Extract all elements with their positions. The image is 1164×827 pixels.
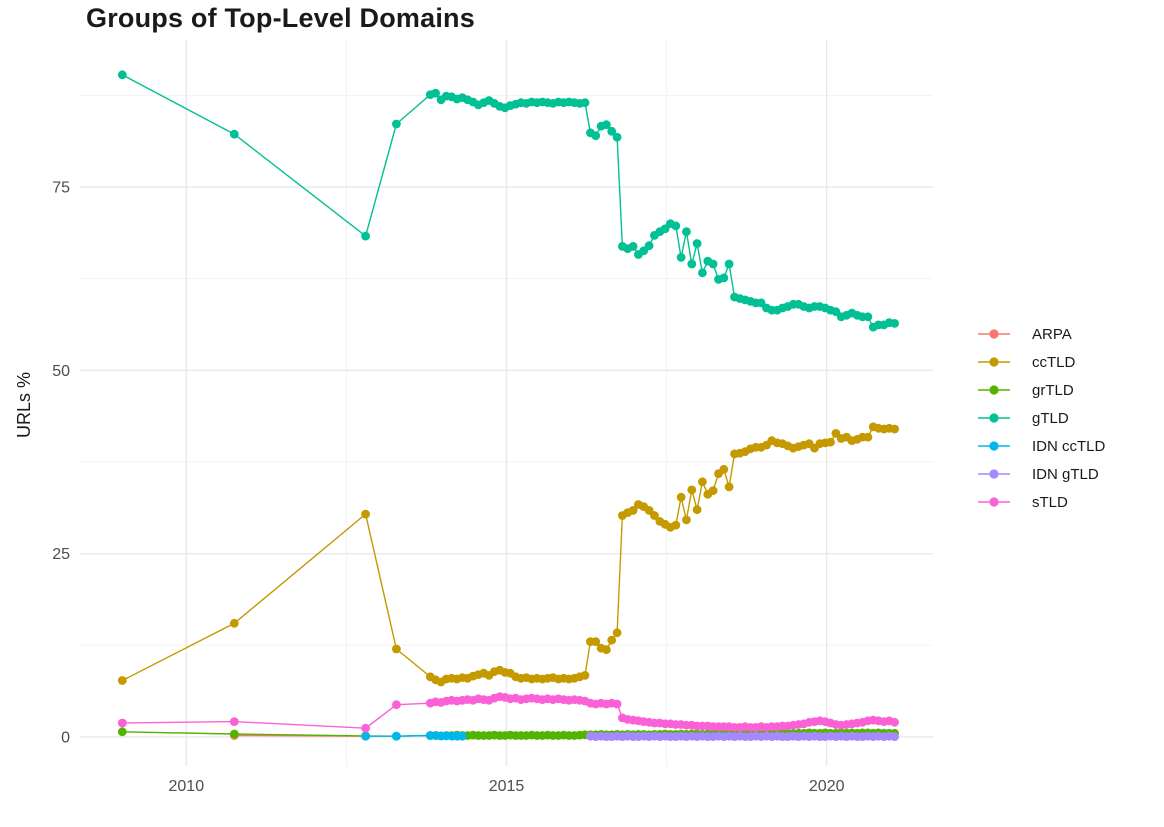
legend-key-icon — [978, 413, 1010, 423]
data-point-cctld — [671, 520, 681, 530]
data-point-stld — [229, 717, 239, 726]
legend-key-icon — [978, 385, 1010, 395]
data-point-cctld — [682, 515, 691, 525]
data-point-cctld — [650, 511, 659, 520]
x-tick-label-2010: 2010 — [169, 778, 205, 795]
data-point-cctld — [361, 509, 370, 519]
y-tick-label-50: 50 — [52, 363, 70, 380]
y-tick-label-0: 0 — [61, 729, 70, 746]
legend-item-arpa: ARPA — [977, 320, 1105, 348]
data-point-gtld — [602, 120, 611, 130]
data-point-cctld — [229, 618, 239, 628]
data-point-gtld — [580, 98, 590, 108]
data-point-gtld — [682, 227, 691, 237]
data-point-gtld — [591, 131, 601, 141]
x-tick-label-2020: 2020 — [809, 778, 845, 795]
data-point-cctld — [607, 635, 617, 645]
series-points-gtld — [117, 70, 899, 332]
legend-key-icon — [978, 357, 1010, 367]
data-point-idn-cctld — [361, 731, 370, 741]
data-point-stld — [392, 700, 401, 710]
data-point-cctld — [676, 492, 686, 502]
data-point-gtld — [431, 88, 440, 98]
legend-key-icon — [978, 329, 1010, 339]
data-point-grtld — [117, 727, 127, 737]
legend-label: IDN ccTLD — [1032, 437, 1106, 455]
y-tick-label-25: 25 — [52, 546, 70, 563]
data-point-stld — [612, 699, 622, 709]
data-point-gtld — [117, 70, 127, 80]
data-point-gtld — [612, 132, 622, 142]
legend-label: gTLD — [1032, 409, 1069, 427]
data-point-gtld — [863, 312, 873, 322]
legend-label: ccTLD — [1032, 353, 1076, 371]
data-point-gtld — [719, 273, 729, 283]
data-point-cctld — [580, 671, 590, 680]
legend-item-gtld: gTLD — [977, 404, 1105, 432]
data-point-cctld — [392, 644, 401, 654]
data-point-gtld — [607, 126, 617, 136]
data-point-cctld — [719, 464, 729, 474]
series-points-cctld — [117, 422, 899, 687]
data-point-idn-cctld — [392, 731, 401, 741]
legend-item-idn-gtld: IDN gTLD — [977, 460, 1105, 488]
series-line-gtld — [121, 74, 895, 328]
data-point-cctld — [612, 628, 622, 638]
legend-key-icon — [978, 497, 1010, 507]
data-point-gtld — [644, 241, 654, 251]
data-point-cctld — [708, 486, 718, 495]
series-points-stld — [117, 692, 899, 733]
x-tick-label-2015: 2015 — [489, 778, 525, 795]
legend-label: IDN gTLD — [1032, 465, 1099, 483]
y-tick-label-75: 75 — [52, 180, 70, 197]
data-point-grtld — [229, 729, 239, 739]
data-point-cctld — [687, 485, 697, 495]
legend-item-idn-cctld: IDN ccTLD — [977, 432, 1105, 460]
legend-item-grtld: grTLD — [977, 376, 1105, 404]
data-point-cctld — [602, 645, 611, 655]
data-point-gtld — [676, 253, 686, 262]
data-point-cctld — [692, 505, 702, 515]
data-point-cctld — [826, 437, 835, 447]
plot-title: Groups of Top-Level Domains — [86, 3, 475, 33]
data-point-cctld — [591, 637, 601, 646]
data-point-gtld — [628, 242, 638, 251]
data-point-gtld — [890, 319, 899, 328]
data-point-gtld — [361, 231, 370, 241]
data-point-gtld — [671, 221, 681, 231]
data-point-cctld — [117, 676, 127, 685]
series-points-idn-gtld — [586, 731, 899, 741]
legend-label: grTLD — [1032, 381, 1074, 399]
data-point-cctld — [724, 482, 734, 492]
data-point-cctld — [863, 432, 873, 442]
data-point-stld — [117, 718, 127, 728]
data-point-cctld — [890, 424, 899, 434]
legend-key-icon — [978, 469, 1010, 479]
data-point-gtld — [692, 239, 702, 248]
data-point-gtld — [708, 259, 718, 269]
legend-label: ARPA — [1032, 325, 1072, 343]
data-point-idn-gtld — [890, 732, 899, 741]
legend-item-cctld: ccTLD — [977, 348, 1105, 376]
data-point-gtld — [687, 259, 697, 269]
data-point-idn-cctld — [457, 731, 467, 741]
data-point-stld — [890, 717, 899, 727]
data-point-gtld — [724, 259, 734, 269]
data-point-gtld — [392, 119, 401, 129]
legend-label: sTLD — [1032, 493, 1068, 511]
legend-item-stld: sTLD — [977, 488, 1105, 516]
legend: ARPA ccTLD grTLD gTLD IDN ccTLD IDN gTLD sTLD — [977, 320, 1105, 516]
legend-key-icon — [978, 441, 1010, 451]
data-point-gtld — [229, 129, 239, 139]
data-point-cctld — [628, 506, 638, 515]
data-point-cctld — [698, 477, 707, 487]
series-line-cctld — [121, 425, 895, 683]
data-point-stld — [361, 723, 370, 733]
data-point-gtld — [698, 268, 707, 278]
series-points-idn-cctld — [361, 731, 467, 741]
